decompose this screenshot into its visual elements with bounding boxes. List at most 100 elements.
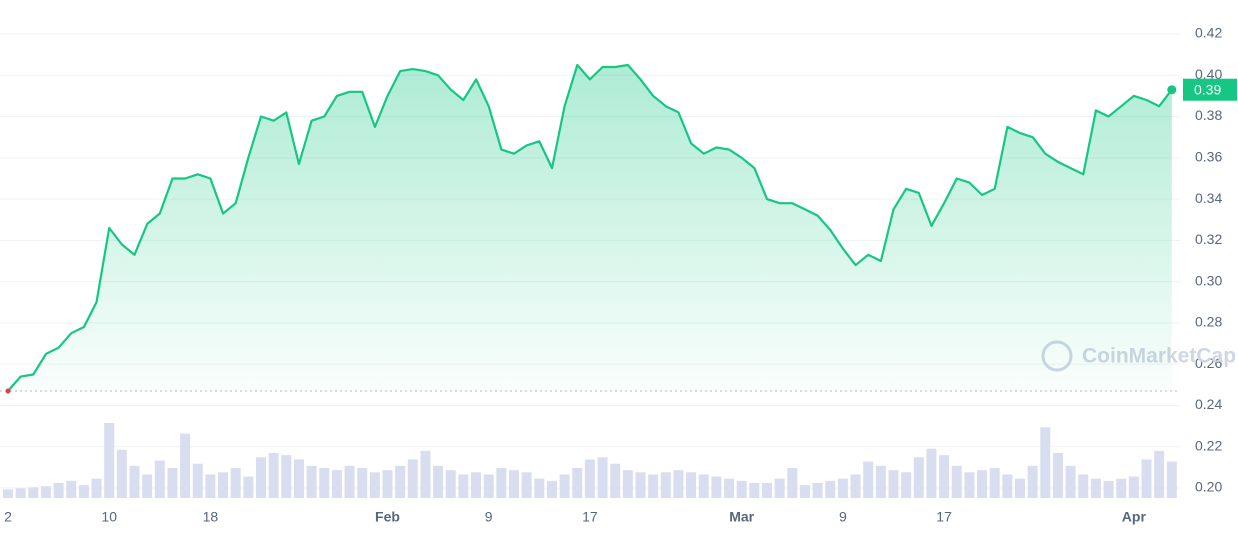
volume-bar [407, 459, 418, 498]
volume-bar [344, 465, 355, 498]
y-tick-label: 0.34 [1195, 190, 1222, 206]
volume-bar [648, 474, 659, 498]
volume-bar [749, 483, 760, 498]
volume-bar [319, 468, 330, 498]
volume-bar [951, 465, 962, 498]
volume-bar [1128, 476, 1139, 498]
price-line [7, 63, 1173, 392]
y-tick-label: 0.26 [1195, 355, 1222, 371]
x-tick-label: 9 [485, 509, 493, 525]
volume-bar [129, 465, 140, 498]
volume-bar [243, 476, 254, 498]
y-tick-label: 0.32 [1195, 231, 1222, 247]
volume-bar [15, 488, 26, 498]
y-tick-label: 0.30 [1195, 272, 1222, 288]
volume-bar [40, 486, 51, 498]
volume-bar [1002, 474, 1013, 498]
volume-bar [622, 470, 633, 498]
volume-bar [293, 459, 304, 498]
volume-bar [331, 470, 342, 498]
volume-bar [1166, 461, 1177, 498]
volume-bar [888, 470, 899, 498]
volume-bar [369, 472, 380, 498]
volume-bar [142, 474, 153, 498]
y-tick-label: 0.42 [1195, 25, 1222, 41]
volume-bar [825, 480, 836, 498]
volume-bar [1116, 478, 1127, 498]
volume-bar [483, 474, 494, 498]
volume-bar [850, 474, 861, 498]
volume-bar [724, 478, 735, 498]
x-tick-label: 17 [936, 509, 952, 525]
volume-bar [256, 457, 266, 498]
volume-bar [837, 478, 848, 498]
y-tick-label: 0.22 [1195, 437, 1222, 453]
volume-bar [559, 474, 570, 498]
volume-bar [230, 468, 241, 498]
volume-bar [1078, 474, 1089, 498]
x-tick-label: 18 [203, 509, 219, 525]
x-tick-label: Apr [1122, 509, 1147, 525]
price-tag [1183, 78, 1237, 101]
volume-bar [1154, 450, 1165, 498]
volume-bar [66, 480, 77, 498]
volume-bar [1052, 453, 1063, 498]
volume-bar [939, 455, 950, 498]
volume-bar [901, 472, 912, 498]
volume-bar [154, 460, 165, 498]
last-point [1167, 85, 1177, 95]
volume-bar [104, 423, 115, 498]
volume-bar [1015, 478, 1025, 498]
volume-bar [1027, 465, 1038, 498]
volume-bar [28, 487, 39, 498]
volume-bar [218, 472, 229, 498]
volume-bar [812, 483, 823, 498]
volume-bar [116, 449, 127, 498]
volume-bar [268, 453, 279, 498]
x-tick-label: 2 [4, 509, 12, 525]
volume-bar [1141, 459, 1152, 498]
volume-bar [420, 450, 431, 498]
price-tag-label: 0.39 [1194, 81, 1221, 97]
volume-bar [926, 448, 937, 498]
volume-bar [53, 483, 64, 498]
volume-bar [78, 485, 89, 498]
x-tick-label: 17 [582, 509, 598, 525]
volume-bar [3, 489, 13, 498]
volume-bar [546, 480, 557, 498]
volume-bar [686, 472, 697, 498]
volume-bar [863, 461, 874, 498]
y-tick-label: 0.40 [1195, 66, 1222, 82]
y-tick-label: 0.20 [1195, 479, 1222, 495]
volume-bar [1103, 480, 1114, 498]
volume-bar [91, 478, 102, 498]
volume-bar [989, 468, 1000, 498]
volume-bar [572, 468, 583, 498]
x-tick-label: Feb [375, 509, 400, 525]
volume-bar [192, 463, 203, 498]
volume-bar [534, 478, 545, 498]
volume-bar [762, 483, 772, 498]
volume-bar [382, 470, 393, 498]
volume-bar [875, 465, 886, 498]
volume-bar [281, 455, 292, 498]
volume-bar [711, 476, 722, 498]
volume-bar [433, 465, 444, 498]
price-area [8, 65, 1172, 392]
volume-bar [306, 465, 317, 498]
volume-bar [736, 480, 747, 498]
volume-bar [357, 468, 368, 498]
volume-bar [1040, 427, 1051, 498]
y-tick-label: 0.38 [1195, 107, 1222, 123]
volume-bar [1065, 465, 1076, 498]
volume-bar [509, 470, 519, 498]
volume-bar [913, 457, 924, 498]
volume-bar [521, 472, 532, 498]
x-tick-label: Mar [729, 509, 754, 525]
volume-bar [471, 472, 482, 498]
x-tick-label: 9 [839, 509, 847, 525]
volume-bar [977, 470, 988, 498]
volume-bar [1090, 478, 1101, 498]
